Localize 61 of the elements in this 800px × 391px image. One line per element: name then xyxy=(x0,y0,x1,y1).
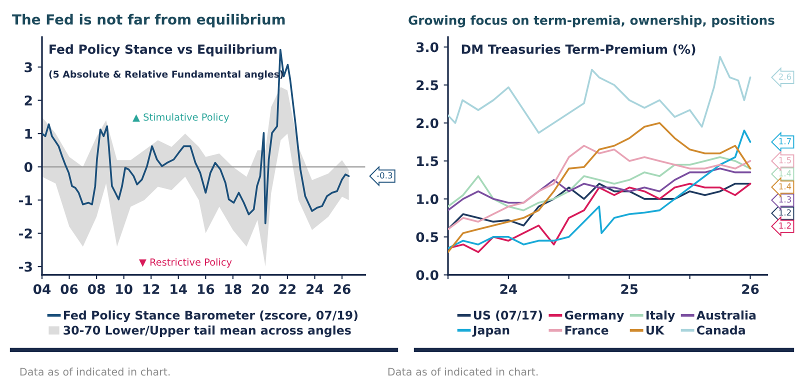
chart-title: Growing focus on term-premia, ownership, positions xyxy=(408,15,774,28)
line-series xyxy=(448,144,752,230)
line-series xyxy=(448,182,752,253)
x-tick-label: 20 xyxy=(252,284,269,294)
text: 1.5 xyxy=(779,157,791,164)
legend-label: US (07/17) xyxy=(474,310,542,322)
y-tick-label: 0.0 xyxy=(416,270,438,280)
y-tick-label: 3.0 xyxy=(416,42,438,52)
x-tick-label: 26 xyxy=(742,284,759,294)
line-series xyxy=(448,56,752,134)
legend-label: Germany xyxy=(564,310,624,322)
legend-label: UK xyxy=(646,326,665,335)
text: 1.2 xyxy=(779,209,791,216)
y-tick-label: -2 xyxy=(19,228,32,238)
text: Fed Policy Stance vs Equilibrium xyxy=(50,44,277,56)
x-tick-label: 14 xyxy=(170,284,187,294)
legend-label: Japan xyxy=(472,326,510,337)
text: 1.3 xyxy=(779,196,791,203)
legend-label: Italy xyxy=(646,310,675,322)
y-tick-label: 2.0 xyxy=(416,118,438,128)
x-tick-label: 18 xyxy=(225,284,242,294)
legend-label: Australia xyxy=(696,310,756,320)
legend-label: Canada xyxy=(697,325,745,335)
x-tick-label: 25 xyxy=(621,284,638,294)
y-tick-label: -1 xyxy=(19,195,32,206)
x-tick-label: 22 xyxy=(279,284,296,294)
x-tick-label: 08 xyxy=(88,284,105,294)
legend-label: Fed Policy Stance Barometer (zscore, 07/19) xyxy=(64,310,358,322)
x-tick-label: 10 xyxy=(116,284,132,294)
x-tick-label: 16 xyxy=(198,284,214,294)
text: 2.6 xyxy=(778,74,792,80)
legend-label: 30-70 Lower/Upper tail mean across angles xyxy=(64,326,351,338)
text: DM Treasuries Term-Premium (%) xyxy=(462,44,696,56)
chart-title: The Fed is not far from equilibrium xyxy=(12,14,285,28)
y-tick-label: 1 xyxy=(25,128,32,139)
text: 1.2 xyxy=(779,222,791,229)
annotation: ▲ Stimulative Policy xyxy=(132,113,230,123)
text: 1.4 xyxy=(779,183,792,190)
x-tick-label: 04 xyxy=(33,284,51,294)
text: 1.7 xyxy=(779,138,791,144)
y-tick-label: 3 xyxy=(24,62,32,72)
y-tick-label: 1.0 xyxy=(417,194,438,204)
x-tick-label: 12 xyxy=(143,284,160,294)
y-tick-label: 0 xyxy=(24,162,32,172)
text: Data as of indicated in chart. xyxy=(388,368,538,376)
y-tick-label: 1.5 xyxy=(417,156,438,166)
x-tick-label: 06 xyxy=(60,284,78,294)
x-tick-label: 24 xyxy=(500,284,518,294)
annotation: ▼ Restrictive Policy xyxy=(138,258,232,268)
y-tick-label: -3 xyxy=(19,262,32,272)
text: 1.4 xyxy=(779,170,792,176)
line-series xyxy=(448,156,752,212)
x-tick-label: 24 xyxy=(306,284,324,294)
y-tick-label: 2.5 xyxy=(416,80,438,90)
text: Data as of indicated in chart. xyxy=(20,368,170,376)
legend-label: France xyxy=(565,326,608,335)
x-tick-label: 26 xyxy=(334,284,350,294)
text: -0.3 xyxy=(376,172,392,179)
y-tick-label: 2 xyxy=(24,96,32,106)
y-tick-label: 0.5 xyxy=(416,232,438,242)
line-series xyxy=(448,168,752,212)
